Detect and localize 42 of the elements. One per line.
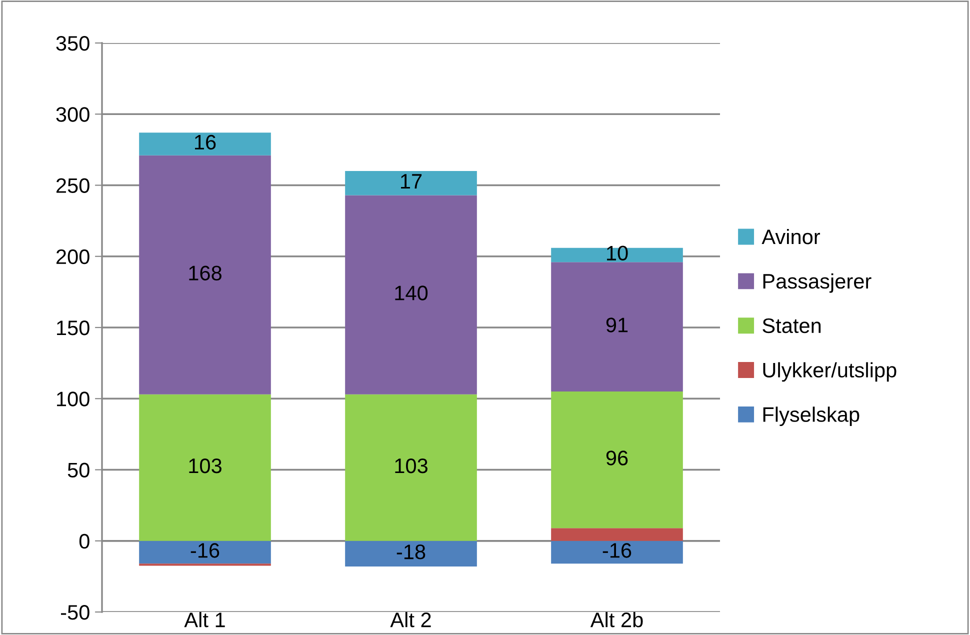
bar	[139, 155, 271, 394]
legend-label: Ulykker/utslipp	[763, 362, 896, 382]
bar	[345, 195, 477, 394]
y-tick-label: 300	[56, 107, 90, 122]
bar	[345, 394, 477, 541]
bar	[551, 262, 683, 392]
y-tick-label: 0	[79, 534, 90, 549]
legend-label: Passasjerer	[763, 273, 872, 293]
bar	[551, 540, 683, 564]
y-tick-label: 100	[57, 392, 90, 406]
data-label: 168	[189, 266, 222, 280]
bar	[139, 394, 271, 541]
bar	[139, 132, 271, 156]
data-label: -16	[602, 543, 632, 558]
x-tick-label: Alt 1	[184, 612, 225, 628]
data-label: 17	[401, 174, 422, 189]
data-label: 16	[195, 134, 216, 150]
legend-label: Flyselskap	[763, 406, 860, 426]
y-tick-label: 200	[56, 249, 90, 264]
bar	[551, 528, 683, 541]
legend-label: Staten	[762, 318, 821, 334]
data-label: 103	[189, 458, 222, 474]
data-label: 140	[395, 286, 428, 300]
y-tick-label: 350	[56, 36, 90, 51]
y-tick-label: 50	[68, 462, 90, 478]
bar	[551, 392, 683, 528]
data-label: -18	[396, 544, 426, 560]
bar	[139, 540, 271, 564]
data-label: 96	[606, 450, 628, 466]
y-tick-label: 250	[56, 178, 90, 194]
bar	[345, 540, 477, 566]
legend-label: Avinor	[762, 228, 820, 244]
x-tick-label: Alt 2b	[590, 612, 643, 628]
bar	[345, 171, 477, 196]
bar	[551, 248, 683, 262]
y-tick-label: -50	[61, 605, 90, 620]
data-label: 91	[606, 318, 628, 332]
data-label: 103	[395, 458, 428, 474]
x-tick-label: Alt 2	[390, 612, 431, 628]
data-label: 10	[607, 246, 628, 261]
data-label: -16	[190, 543, 220, 558]
y-tick-label: 150	[57, 320, 90, 336]
